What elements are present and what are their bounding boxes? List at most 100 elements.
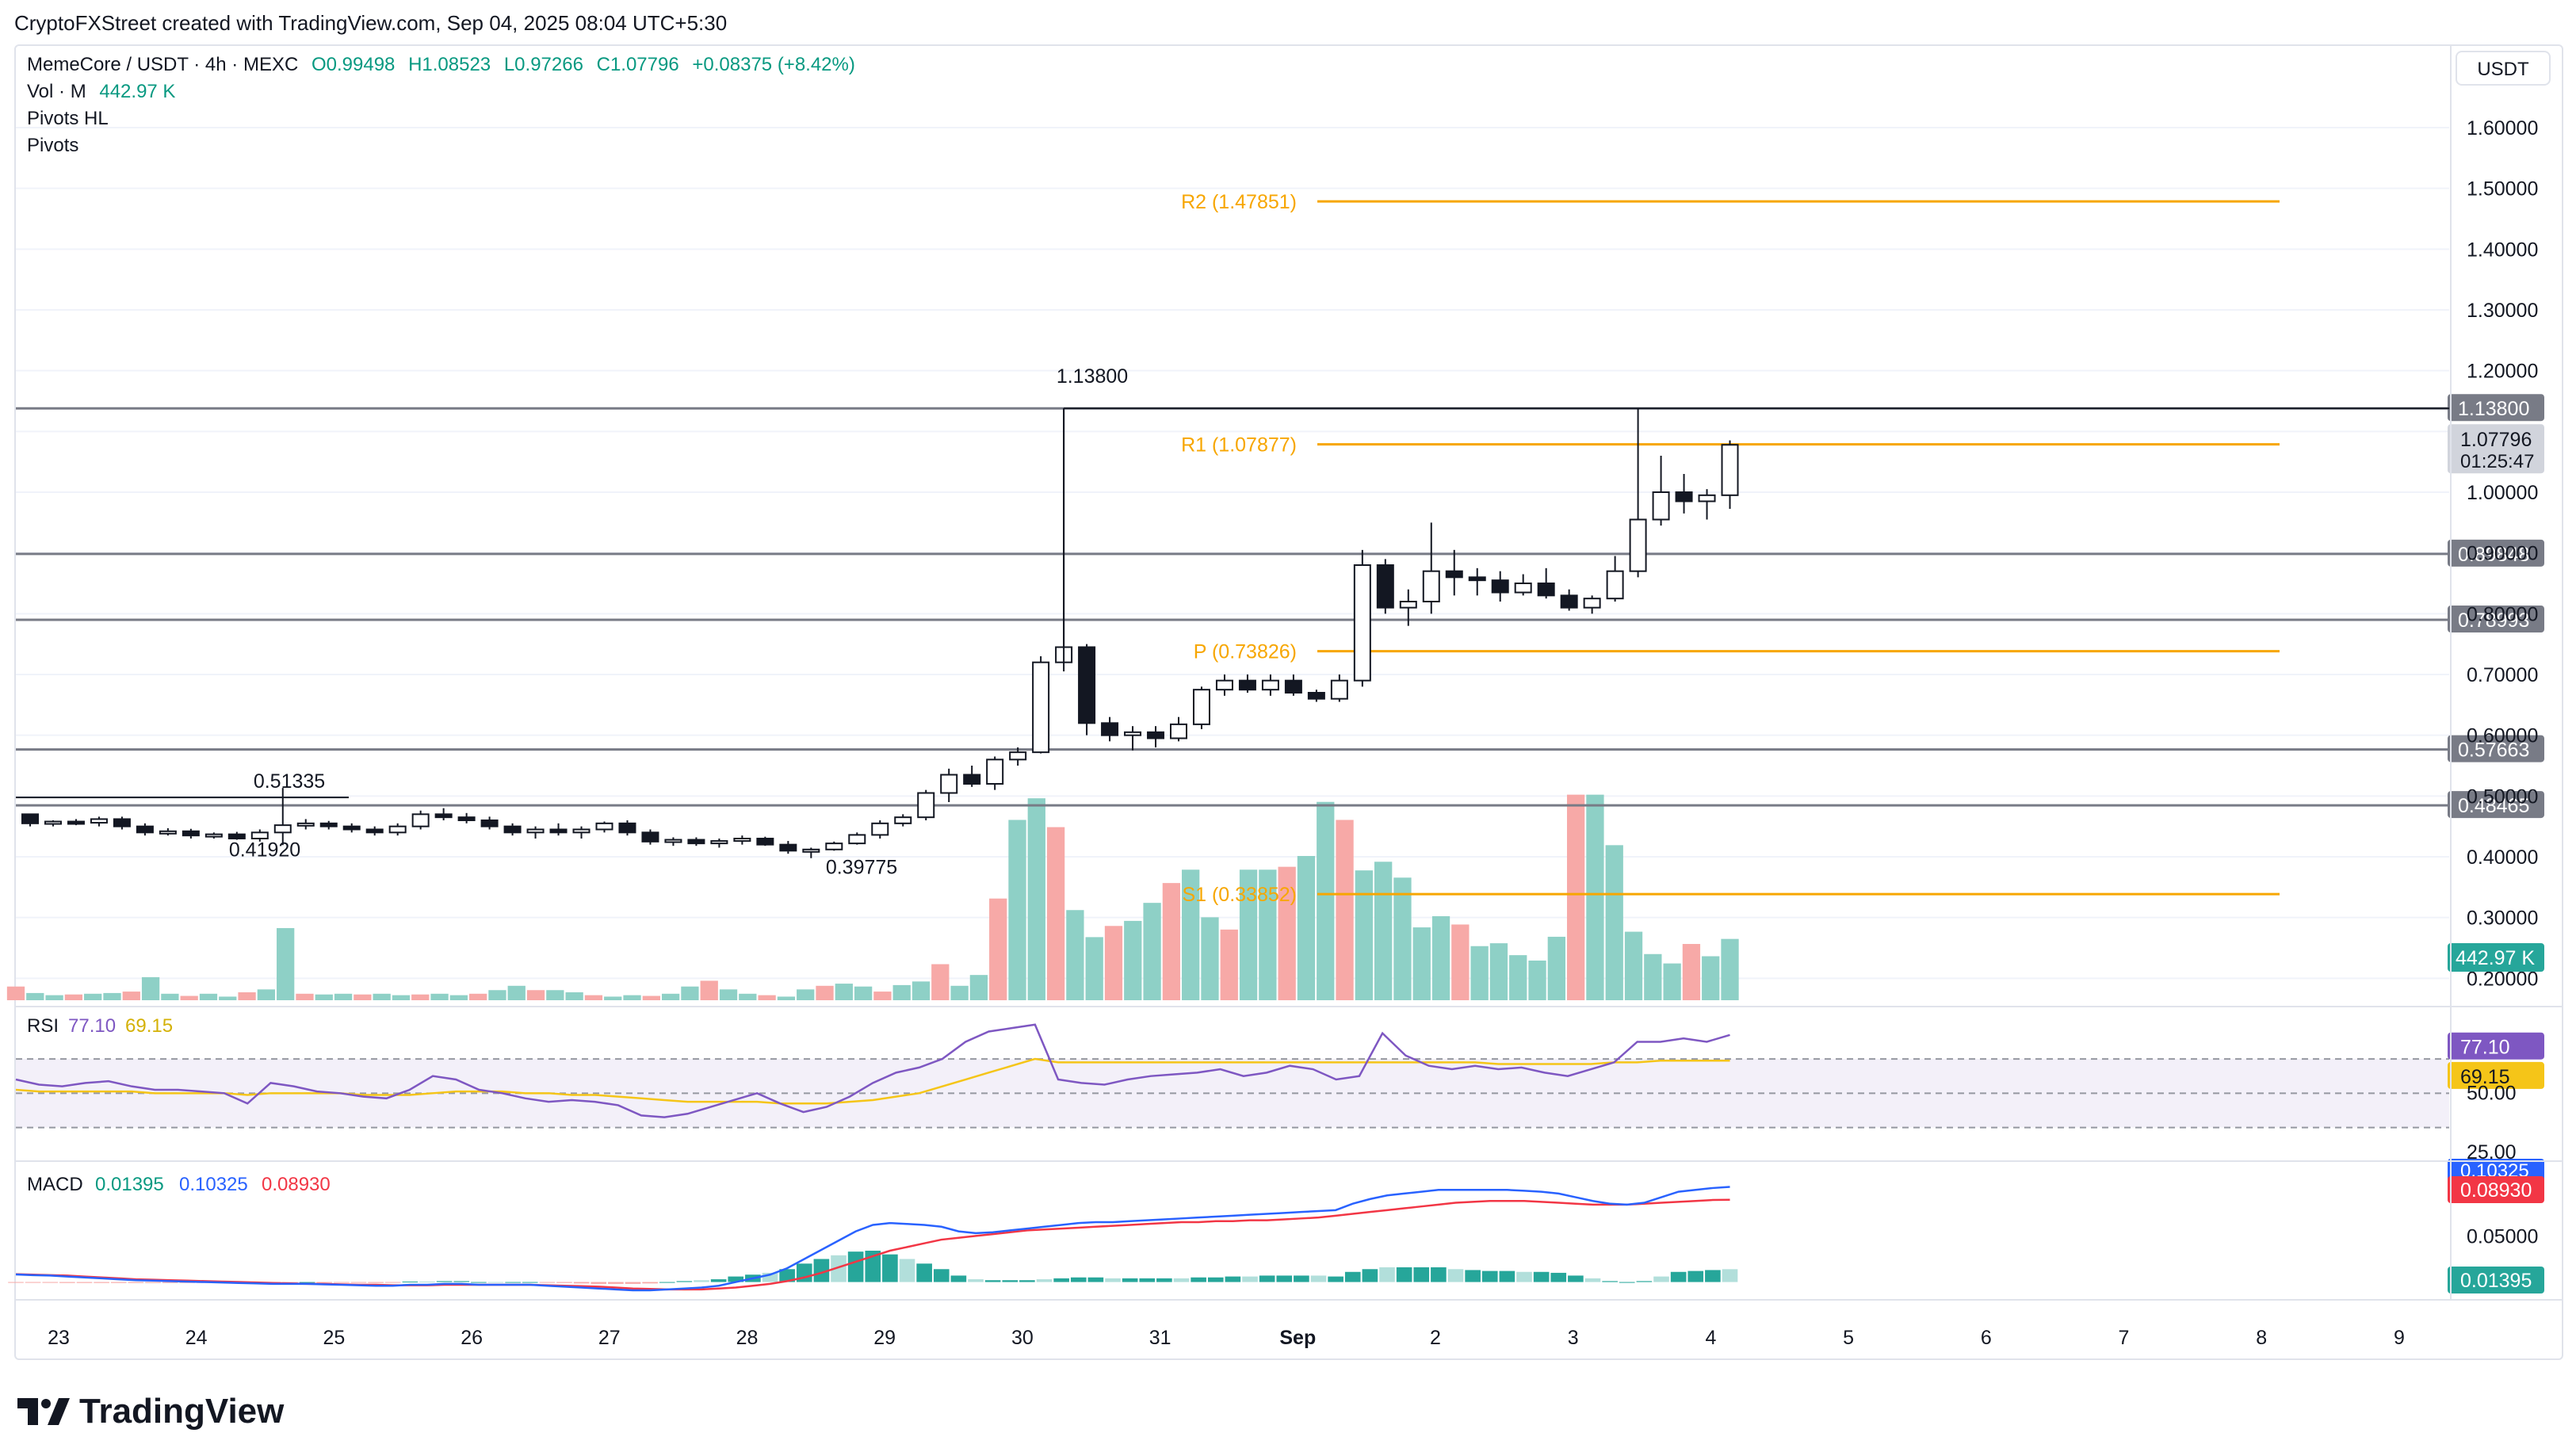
time-tick-label: 27 [598,1327,621,1349]
brand-logo[interactable]: TradingView [17,1392,284,1431]
volume-bar [1393,877,1412,1000]
macd-hist-bar [847,1251,864,1282]
level-label: 1.13800 [2458,398,2529,420]
candle-body [182,830,200,837]
time-tick-label: 5 [1843,1327,1854,1349]
time-axis: 23 24 25 26 27 28 29 30 31 Sep 2 3 4 5 6 7 8 9 [48,1327,2405,1349]
candle-body [1032,661,1050,754]
pivots-hl-indicator[interactable]: Pivots HL [27,108,109,129]
candle-body [526,828,545,834]
volume-bar [1374,862,1393,1000]
candle-body [1284,679,1302,694]
candle-body [434,813,453,819]
candle-body [1399,601,1417,609]
volume-legend[interactable]: Vol · M 442.97 K [27,81,183,103]
macd-hist-bar [590,1282,607,1284]
candle-body [1652,491,1670,521]
macd-hist-bar [1379,1267,1395,1282]
volume-bar [6,986,25,1000]
macd-hist-bar [1533,1271,1550,1282]
candle-body [1261,679,1279,691]
macd-hist-bar [1259,1275,1275,1282]
macd-hist-bar [1310,1275,1327,1282]
volume-bar [257,989,276,1000]
time-tick-label: Sep [1279,1327,1316,1349]
pivots-indicator[interactable]: Pivots [27,135,79,156]
candle-body [710,840,728,845]
currency-button[interactable]: USDT [2456,51,2551,86]
ohlc-close: C1.07796 [596,54,679,75]
volume-bar [1721,938,1739,1000]
volume-bar [64,994,83,1000]
candle-body [1514,583,1532,594]
candle-body [1583,598,1601,609]
time-tick-label: 31 [1149,1327,1171,1349]
candle-body [687,839,705,845]
volume-bar [219,996,237,1000]
candle-body [1330,679,1348,700]
candle-body [136,825,154,834]
volume-bar [26,992,44,1000]
symbol-name[interactable]: MemeCore / USDT · 4h · MEXC [27,54,299,75]
volume-bar [1355,870,1374,1000]
pivot-label: S1 (0.33852) [1182,884,1297,906]
macd-hist-bar [625,1282,641,1284]
price-tick-label: 1.40000 [2467,239,2538,261]
candle-body [1170,723,1187,739]
candle-body [1376,564,1394,609]
time-tick-label: 26 [461,1327,483,1349]
horizontal-levels: 1.13800 0.89848 0.78993 0.57663 0.48465 [16,394,2544,819]
macd-hist-bar [1550,1272,1567,1282]
macd-hist-bar [1276,1275,1293,1282]
countdown-label: 01:25:47 [2460,451,2534,472]
time-tick-label: 25 [323,1327,345,1349]
volume-bar [373,993,391,1000]
macd-hist-bar [899,1259,915,1282]
volume-bar [277,928,295,1000]
price-tick-label: 1.50000 [2467,178,2538,201]
pane-separators [16,46,2562,1301]
rsi-value: 77.10 [68,1015,116,1037]
candle-body [113,818,131,827]
volume-bar [1143,903,1161,1000]
candle-body [779,843,797,852]
macd-hist-bar [1344,1271,1361,1282]
ohlc-change: +0.08375 (+8.42%) [692,54,855,75]
candle-body [411,813,430,827]
level-label: 0.89848 [2458,544,2529,566]
macd-title[interactable]: MACD [27,1174,83,1195]
candles [21,408,1739,858]
level-label-bg [2448,539,2544,567]
macd-hist-bar [42,1282,59,1283]
rsi-title[interactable]: RSI [27,1015,59,1037]
candle-body [1606,570,1624,600]
macd-hist-bar [94,1282,109,1283]
volume-bar [604,996,622,1000]
volume-bar [700,980,718,1000]
volume-bar [334,993,353,1000]
candle-body [296,822,315,827]
level-label: 0.57663 [2458,739,2529,762]
macd-hist-bar [453,1281,470,1282]
macd-hist-bar [436,1281,453,1282]
macd-hist-bar [539,1282,556,1283]
volume-bar [777,996,796,1000]
macd-hist-bar [968,1279,984,1282]
volume-bar [816,985,834,1000]
price-tick-label: 0.70000 [2467,664,2538,686]
macd-hist-bar [350,1282,367,1283]
candle-body [1238,679,1256,691]
macd-hist-bar [299,1282,315,1283]
macd-hist-bar [882,1254,898,1282]
candle-body [871,822,889,836]
macd-hist-value: 0.01395 [95,1174,164,1195]
time-tick-label: 6 [1981,1327,1992,1349]
volume-bar [1624,931,1643,1000]
pivot-label: P (0.73826) [1194,641,1297,663]
macd-hist-bar [1413,1267,1430,1282]
volume-bar [1470,946,1489,1000]
candle-body [549,828,568,834]
volume-bar [1239,869,1258,1000]
